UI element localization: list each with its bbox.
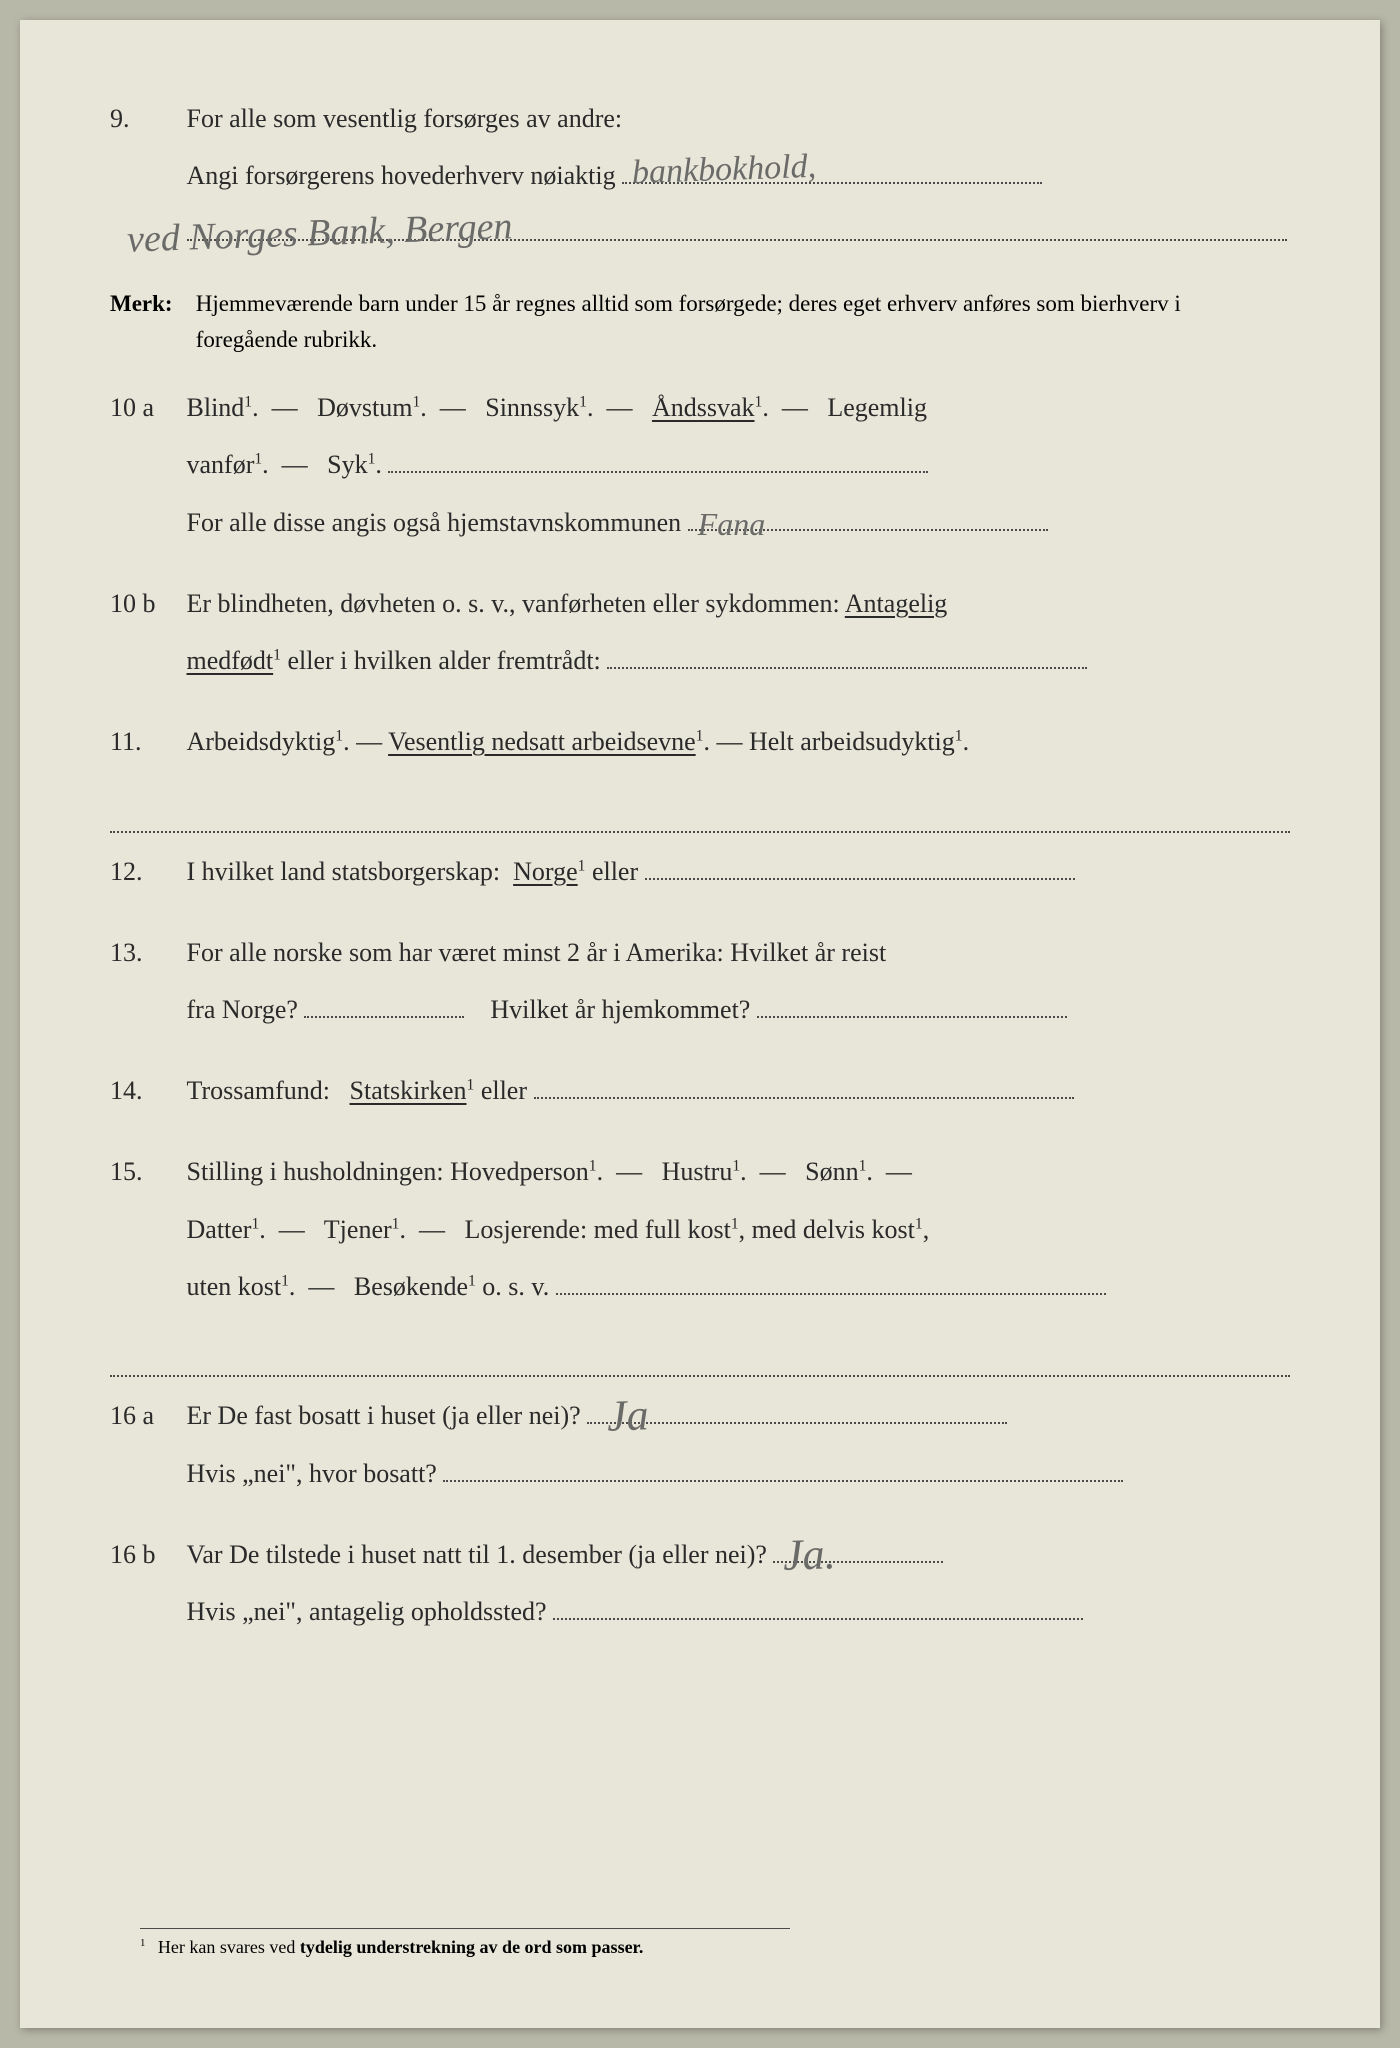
q10a-syk: Syk [327,450,367,479]
divider-2 [110,1339,1290,1377]
q12-body: I hvilket land statsborgerskap: Norge1 e… [187,843,1287,900]
q10b-body: Er blindheten, døvheten o. s. v., vanfør… [187,575,1287,689]
q14-text: Trossamfund: [187,1076,331,1105]
q15-losjerende: Losjerende: med full kost [464,1215,730,1244]
q13-line1: For alle norske som har været minst 2 år… [187,938,887,967]
q10b-text: Er blindheten, døvheten o. s. v., vanfør… [187,589,840,618]
merk-note: Merk: Hjemmeværende barn under 15 år reg… [110,286,1290,360]
q10a-vanfor: vanfør [187,450,255,479]
q10b-rest: eller i hvilken alder fremtrådt: [287,646,600,675]
q13-line2a: fra Norge? [187,995,298,1024]
q16b-blank1: Ja. [773,1532,943,1563]
q16b-line1: Var De tilstede i huset natt til 1. dese… [187,1540,767,1569]
q10a-body: Blind1. — Døvstum1. — Sinnssyk1. — Åndss… [187,379,1287,551]
q15-blank [556,1264,1106,1295]
q12-number: 12. [110,843,180,900]
q16b-blank2 [553,1589,1083,1620]
merk-label: Merk: [110,286,190,323]
question-11: 11. Arbeidsdyktig1. — Vesentlig nedsatt … [110,713,1290,770]
question-16a: 16 a Er De fast bosatt i huset (ja eller… [110,1387,1290,1501]
q10a-number: 10 a [110,379,180,436]
q11-vesentlig: Vesentlig nedsatt arbeidsevne [388,727,696,756]
q10a-legemlig: Legemlig [827,393,927,422]
q15-body: Stilling i husholdningen: Hovedperson1. … [187,1143,1287,1315]
q9-line2-prefix: Angi forsørgerens hovederhverv nøiaktig [187,161,616,190]
q13-number: 13. [110,924,180,981]
q15-delvis: med delvis kost [752,1215,915,1244]
question-10a: 10 a Blind1. — Døvstum1. — Sinnssyk1. — … [110,379,1290,551]
q15-sonn: Sønn [805,1157,858,1186]
q12-text: I hvilket land statsborgerskap: [187,857,501,886]
q15-uten: uten kost [187,1272,282,1301]
q13-line2b: Hvilket år hjemkommet? [490,995,750,1024]
q10a-sinnssyk: Sinnssyk [485,393,579,422]
q9-number: 9. [110,90,180,147]
q16a-blank1: Ja [587,1393,1007,1424]
merk-text: Hjemmeværende barn under 15 år regnes al… [196,286,1286,360]
q11-number: 11. [110,713,180,770]
q16b-number: 16 b [110,1526,180,1583]
q16a-body: Er De fast bosatt i huset (ja eller nei)… [187,1387,1287,1501]
q10a-dovstum: Døvstum [317,393,412,422]
question-10b: 10 b Er blindheten, døvheten o. s. v., v… [110,575,1290,689]
q10b-medfodt: medfødt [187,646,274,675]
q11-helt: Helt arbeidsudyktig [749,727,955,756]
q10a-blank [388,442,928,473]
q9-handwriting1: bankbokhold, [631,130,818,211]
q10b-blank [607,638,1087,669]
question-16b: 16 b Var De tilstede i huset natt til 1.… [110,1526,1290,1640]
q11-arbeidsdyktig: Arbeidsdyktig [187,727,336,756]
q12-eller: eller [592,857,638,886]
q13-body: For alle norske som har været minst 2 år… [187,924,1287,1038]
q16a-line2: Hvis „nei", hvor bosatt? [187,1459,437,1488]
q14-blank [534,1068,1074,1099]
q15-datter: Datter [187,1215,252,1244]
question-12: 12. I hvilket land statsborgerskap: Norg… [110,843,1290,900]
divider-1 [110,794,1290,832]
q9-blank1: bankbokhold, [622,153,1042,184]
q9-blank2: ved Norges Bank, Bergen [187,210,1287,241]
question-15: 15. Stilling i husholdningen: Hovedperso… [110,1143,1290,1315]
question-9: 9. For alle som vesentlig forsørges av a… [110,90,1290,262]
q10a-blind: Blind [187,393,245,422]
q10a-andssvak: Åndssvak [652,393,755,422]
question-13: 13. For alle norske som har været minst … [110,924,1290,1038]
q13-blank2 [757,987,1067,1018]
q15-hustru: Hustru [662,1157,733,1186]
footnote: 1 Her kan svares ved tydelig understrekn… [140,1928,790,1958]
q16a-number: 16 a [110,1387,180,1444]
q9-body: For alle som vesentlig forsørges av andr… [187,90,1287,262]
q10a-kommune-blank: Fana [688,499,1048,530]
q13-blank1 [304,987,464,1018]
document-page: 9. For alle som vesentlig forsørges av a… [20,20,1380,2028]
q16a-line1: Er De fast bosatt i huset (ja eller nei)… [187,1401,581,1430]
q14-statskirken: Statskirken [350,1076,467,1105]
q9-handwriting2: ved Norges Bank, Bergen [125,185,513,282]
q16b-body: Var De tilstede i huset natt til 1. dese… [187,1526,1287,1640]
q11-body: Arbeidsdyktig1. — Vesentlig nedsatt arbe… [187,713,1287,770]
q12-norge: Norge [513,857,578,886]
question-14: 14. Trossamfund: Statskirken1 eller [110,1062,1290,1119]
q14-eller: eller [481,1076,527,1105]
q15-text: Stilling i husholdningen: Hovedperson [187,1157,589,1186]
q15-osv: o. s. v. [482,1272,549,1301]
q16a-blank2 [443,1450,1123,1481]
q14-body: Trossamfund: Statskirken1 eller [187,1062,1287,1119]
q15-besokende: Besøkende [354,1272,468,1301]
footnote-marker: 1 [140,1937,145,1949]
q10a-line3: For alle disse angis også hjemstavnskomm… [187,508,682,537]
q10b-antagelig: Antagelig [845,589,948,618]
q12-blank [645,848,1075,879]
q10a-handwriting: Fana [698,489,766,559]
q16b-line2: Hvis „nei", antagelig opholdssted? [187,1597,547,1626]
q10b-number: 10 b [110,575,180,632]
q15-number: 15. [110,1143,180,1200]
footnote-text: Her kan svares ved tydelig understreknin… [158,1937,644,1957]
q15-tjener: Tjener [324,1215,392,1244]
q14-number: 14. [110,1062,180,1119]
q9-line1: For alle som vesentlig forsørges av andr… [187,104,623,133]
